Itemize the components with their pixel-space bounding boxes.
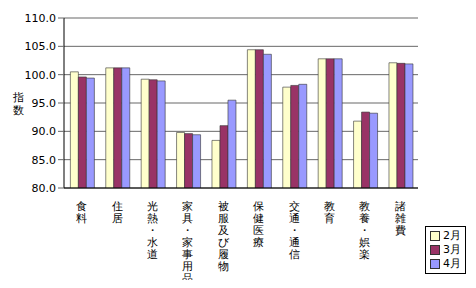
svg-text:及: 及 <box>217 224 229 237</box>
svg-text:保: 保 <box>253 200 265 213</box>
svg-text:数: 数 <box>13 104 24 117</box>
svg-text:85.0: 85.0 <box>32 154 57 167</box>
svg-text:105.0: 105.0 <box>25 40 57 53</box>
svg-text:物: 物 <box>218 260 229 273</box>
svg-text:80.0: 80.0 <box>32 182 57 195</box>
svg-text:道: 道 <box>147 248 158 261</box>
svg-text:服: 服 <box>217 212 229 225</box>
svg-text:品: 品 <box>182 272 193 280</box>
svg-text:娯: 娯 <box>359 236 371 249</box>
svg-text:健: 健 <box>253 212 265 225</box>
svg-text:被: 被 <box>217 200 229 213</box>
svg-text:教: 教 <box>359 200 371 213</box>
svg-text:諸: 諸 <box>394 200 406 213</box>
svg-text:教: 教 <box>324 200 335 213</box>
svg-text:居: 居 <box>112 212 123 225</box>
svg-text:育: 育 <box>324 212 335 225</box>
svg-text:食: 食 <box>76 200 88 213</box>
svg-text:光: 光 <box>147 200 158 213</box>
svg-text:水: 水 <box>147 236 158 249</box>
svg-text:医: 医 <box>253 224 265 237</box>
svg-text:料: 料 <box>76 212 87 225</box>
svg-text:び: び <box>217 236 229 249</box>
svg-text:費: 費 <box>395 224 406 237</box>
svg-text:雑: 雑 <box>394 212 406 225</box>
html-text:2月: 2月 <box>443 229 461 242</box>
svg-text:通: 通 <box>288 236 300 249</box>
svg-text:養: 養 <box>359 212 371 225</box>
svg-text:家: 家 <box>182 200 194 213</box>
svg-text:100.0: 100.0 <box>25 69 57 82</box>
svg-text:指: 指 <box>12 91 24 104</box>
html-text:3月: 3月 <box>443 243 461 256</box>
svg-text:履: 履 <box>217 248 229 261</box>
svg-text:住: 住 <box>111 200 123 213</box>
svg-text:用: 用 <box>182 260 194 273</box>
svg-text:110.0: 110.0 <box>25 12 57 25</box>
svg-text:療: 療 <box>253 236 264 249</box>
svg-text:楽: 楽 <box>359 248 370 261</box>
svg-text:事: 事 <box>182 248 194 261</box>
html-text:4月: 4月 <box>443 257 461 270</box>
svg-text:具: 具 <box>182 212 194 225</box>
svg-text:通: 通 <box>288 212 300 225</box>
svg-text:90.0: 90.0 <box>32 125 57 138</box>
svg-text:熱: 熱 <box>147 212 158 225</box>
svg-text:交: 交 <box>288 200 300 213</box>
svg-text:95.0: 95.0 <box>32 97 57 110</box>
svg-text:家: 家 <box>182 236 194 249</box>
svg-text:信: 信 <box>289 248 300 261</box>
